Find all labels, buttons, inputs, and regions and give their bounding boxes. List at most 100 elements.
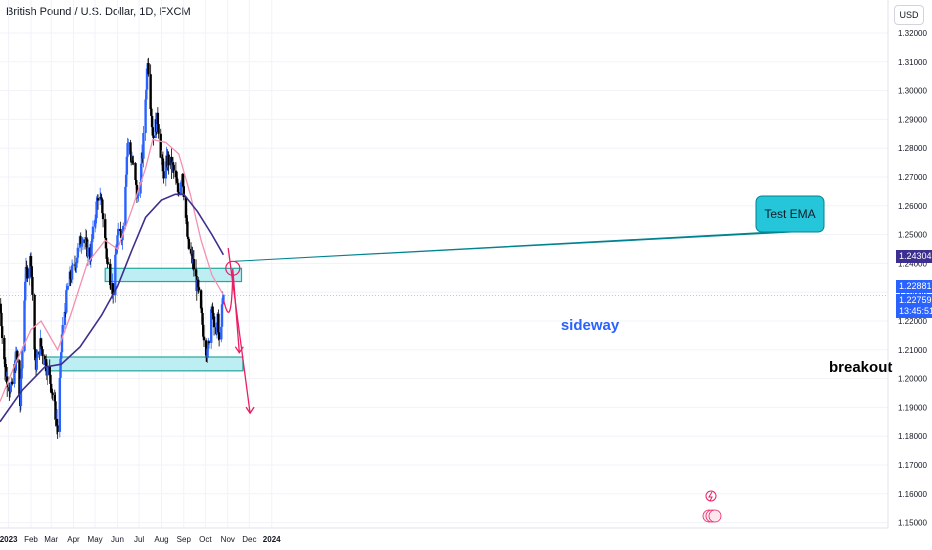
candle-body <box>106 258 109 263</box>
candle-body <box>29 256 33 267</box>
candle-body <box>212 312 215 317</box>
candle-body <box>96 198 100 201</box>
x-tick-label: 2023 <box>0 535 18 544</box>
candle-body <box>21 351 24 369</box>
candle-body <box>79 236 82 246</box>
candle-body <box>94 218 98 221</box>
candle-body <box>9 385 13 392</box>
candle-body <box>58 377 62 432</box>
support-zone <box>44 356 244 372</box>
event-stack-icon <box>708 509 722 523</box>
candle-body <box>76 247 80 258</box>
candle-body <box>175 177 178 182</box>
candle-body <box>106 262 110 264</box>
candle-body <box>140 163 143 183</box>
y-tick-label: 1.15000 <box>898 519 927 528</box>
countdown: 13:45:51 <box>899 306 932 316</box>
candle-body <box>48 365 51 375</box>
candle-body <box>201 312 204 325</box>
candle-body <box>70 279 73 280</box>
ema-price-tag: 1.24304 <box>896 250 932 263</box>
candle-body <box>176 183 180 192</box>
candle-body <box>6 376 9 388</box>
ema-fast-line <box>0 138 224 402</box>
candle-body <box>172 164 175 171</box>
candle-body <box>132 162 135 164</box>
candle-body <box>131 160 134 163</box>
candle-body <box>174 170 178 178</box>
candle-body <box>26 268 29 279</box>
candle-body <box>177 191 180 195</box>
candle-body <box>207 341 210 349</box>
x-tick-label: Nov <box>221 535 235 544</box>
candle-body <box>185 217 188 222</box>
candle-body <box>100 197 103 200</box>
candle-body <box>144 99 147 133</box>
x-tick-label: Feb <box>24 535 38 544</box>
candle-body <box>80 243 83 246</box>
candle-body <box>23 300 26 352</box>
candle-body <box>150 109 153 116</box>
candle-body <box>41 349 44 357</box>
y-tick-label: 1.17000 <box>898 461 927 470</box>
candle-body <box>150 115 154 128</box>
candle-body <box>222 294 225 301</box>
x-tick-label: Dec <box>242 535 256 544</box>
symbol-title: British Pound / U.S. Dollar, 1D, FXCM <box>6 6 191 18</box>
candle-body <box>171 162 175 165</box>
candle-body <box>66 285 69 290</box>
resistance-zone <box>104 267 243 283</box>
test-ema-callout <box>755 195 825 233</box>
candle-body <box>179 182 183 195</box>
candle-body <box>176 181 179 184</box>
candle-body <box>46 365 49 376</box>
candle-body <box>180 180 183 183</box>
test-ema-label: Test EMA <box>764 207 815 221</box>
candle-body <box>187 239 191 249</box>
candle-body <box>191 253 194 264</box>
currency-button[interactable]: USD <box>894 5 924 25</box>
candle-body <box>88 247 92 262</box>
candle-body <box>189 248 193 254</box>
candle-body <box>119 231 123 238</box>
candle-body <box>99 197 103 198</box>
candle-body <box>0 326 4 339</box>
candle-body <box>145 68 149 90</box>
candle-body <box>124 186 127 227</box>
y-tick-label: 1.26000 <box>898 202 927 211</box>
candle-body <box>71 264 75 266</box>
line-price-tag: 1.22881 <box>896 280 932 293</box>
candle-body <box>115 249 118 254</box>
candle-body <box>119 228 122 232</box>
candle-body <box>36 351 39 358</box>
candle-body <box>75 257 79 262</box>
candle-body <box>134 163 137 181</box>
candle-body <box>109 284 113 289</box>
candle-body <box>13 364 16 384</box>
lightning-icon <box>705 490 717 502</box>
candle-body <box>206 348 209 358</box>
x-tick-label: Jul <box>134 535 144 544</box>
price-axis: 1.32000 1.31000 1.30000 1.29000 1.28000 1.270… <box>887 0 927 528</box>
candle-body <box>202 324 205 337</box>
candle-body <box>95 201 98 219</box>
candle-body <box>16 350 19 361</box>
candle-body <box>63 311 67 325</box>
candle-body <box>197 287 201 291</box>
ema-lines <box>0 138 225 423</box>
candle-body <box>60 352 63 359</box>
annotations: Test EMA sideway breakout <box>225 195 892 523</box>
candle-body <box>147 63 150 75</box>
candle-body <box>59 358 62 378</box>
candle-body <box>135 180 138 185</box>
breakout-arrowhead <box>245 406 255 415</box>
candle-body <box>3 338 6 360</box>
candle-body <box>204 340 208 356</box>
zones <box>44 267 244 372</box>
y-tick-label: 1.22000 <box>898 317 927 326</box>
candle-body <box>145 89 148 100</box>
candle-body <box>186 221 189 237</box>
candle-body <box>126 143 129 157</box>
candle-body <box>101 199 104 214</box>
